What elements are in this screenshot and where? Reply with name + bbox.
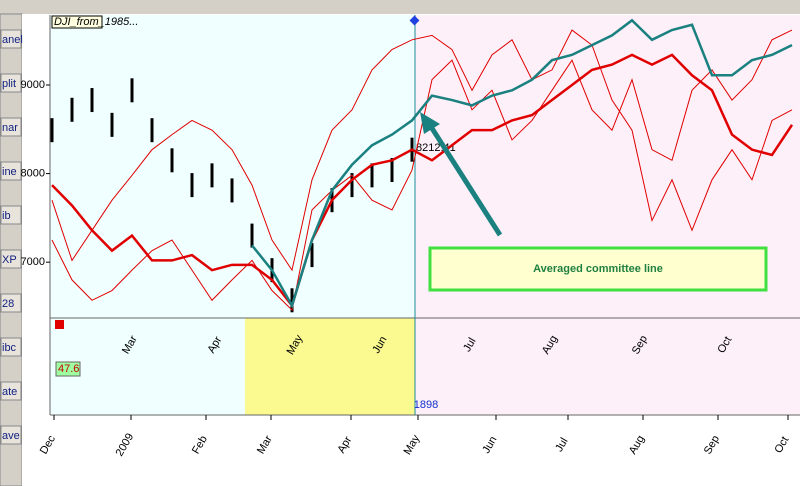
price-bar [250, 223, 254, 248]
price-bar [230, 178, 234, 203]
panel-highlight [245, 318, 415, 415]
series-line [51, 53, 794, 309]
tool-button[interactable] [0, 425, 22, 445]
tool-label: ine [2, 166, 17, 178]
tool-button[interactable] [0, 293, 22, 313]
symbol-label: DJI_from_1985... [54, 16, 138, 28]
y-tick-label: 8000 [21, 167, 45, 179]
price-bar [90, 88, 94, 113]
price-bar [310, 243, 314, 268]
tool-label: XP [2, 254, 17, 266]
price-bar [350, 173, 354, 198]
tool-label: plit [2, 78, 16, 90]
tool-button[interactable] [0, 381, 22, 401]
y-tick-label: 9000 [21, 79, 45, 91]
series-line [251, 18, 793, 309]
tool-button[interactable] [0, 337, 22, 357]
series-line [51, 29, 793, 312]
price-bar [190, 173, 194, 198]
price-bar [110, 112, 114, 137]
price-bar [130, 78, 134, 103]
price-bar [50, 118, 54, 143]
price-bar [290, 288, 294, 313]
price-bar [150, 118, 154, 143]
panel-button[interactable] [55, 320, 64, 329]
tool-button[interactable] [0, 205, 22, 225]
tool-label: 28 [2, 298, 14, 310]
tool-button[interactable] [0, 73, 22, 93]
series-line [51, 29, 793, 272]
bar-counter: 1898 [414, 399, 438, 411]
y-tick-label: 7000 [21, 256, 45, 268]
price-bar [210, 163, 214, 188]
tool-label: anel [2, 34, 23, 46]
price-bar [370, 163, 374, 188]
indicator-box [55, 361, 81, 377]
tool-button[interactable] [0, 161, 22, 181]
tool-label: ib [2, 210, 11, 222]
annotation-text: Averaged committee line [533, 263, 663, 275]
annotation-box [428, 246, 768, 292]
history-bg [50, 15, 415, 318]
symbol-box [51, 15, 103, 29]
top-toolbar[interactable] [0, 0, 800, 14]
annotation-arrow [425, 120, 503, 237]
panel-bg [415, 318, 800, 415]
tool-button[interactable] [0, 249, 22, 269]
tool-label: ibc [2, 342, 17, 354]
price-bar [390, 158, 394, 183]
arrow-head [420, 112, 440, 134]
price-bar [70, 97, 74, 122]
tool-label: nar [2, 122, 18, 134]
tool-button[interactable] [0, 29, 22, 49]
indicator-value: 47.6 [58, 363, 79, 375]
plot [50, 18, 794, 313]
tool-label: ave [2, 430, 20, 442]
panel-bg [50, 318, 245, 415]
price-bar [170, 148, 174, 173]
tool-label: ate [2, 386, 17, 398]
tool-button[interactable] [0, 117, 22, 137]
